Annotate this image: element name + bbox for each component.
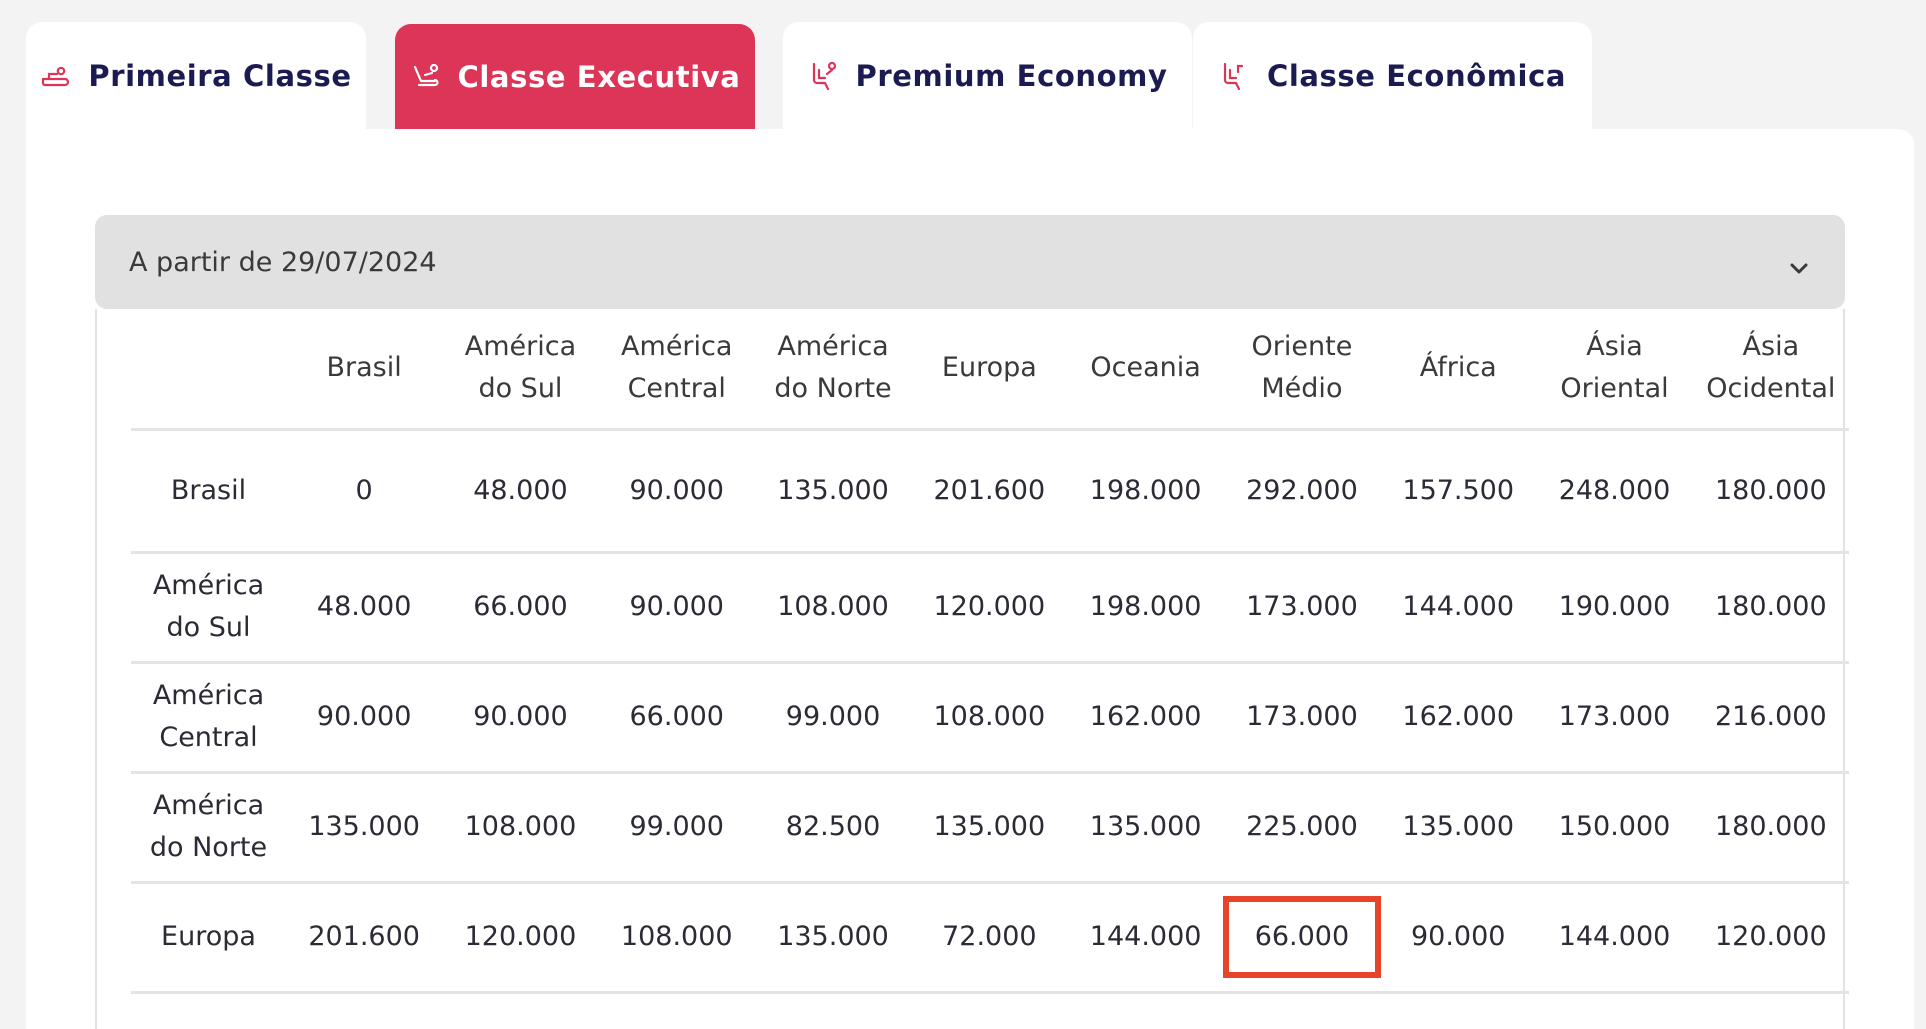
table-cell: 90.000 xyxy=(1380,882,1537,994)
column-header xyxy=(131,309,286,431)
column-header: Ásia Ocidental xyxy=(1692,309,1849,431)
table-cell: 82.500 xyxy=(754,772,912,884)
table-cell: 48.000 xyxy=(286,552,443,664)
table-cell: 173.000 xyxy=(1536,662,1693,774)
table-row: Europa 201.600 120.000 108.000 135.000 7… xyxy=(131,882,1849,994)
recline-seat-icon xyxy=(413,63,439,87)
column-header: América do Norte xyxy=(754,309,912,431)
premium-seat-icon xyxy=(812,61,836,91)
table-cell: 108.000 xyxy=(754,552,912,664)
table-cell: 180.000 xyxy=(1692,429,1849,554)
table-cell: 135.000 xyxy=(754,882,912,994)
column-header: África xyxy=(1380,309,1537,431)
table-cell: 150.000 xyxy=(1536,772,1693,884)
column-header: Ásia Oriental xyxy=(1536,309,1693,431)
table-cell: 90.000 xyxy=(598,429,755,554)
table-cell: 225.000 xyxy=(1223,772,1381,884)
chevron-down-icon[interactable] xyxy=(1787,257,1811,281)
table-cell: 173.000 xyxy=(1223,662,1381,774)
table-cell: 72.000 xyxy=(911,882,1068,994)
table-cell: 90.000 xyxy=(598,552,755,664)
table-cell: 144.000 xyxy=(1067,882,1224,994)
table-cell: 198.000 xyxy=(1067,429,1224,554)
column-header: Brasil xyxy=(286,309,443,431)
column-header: América do Sul xyxy=(442,309,599,431)
table-cell: 66.000 xyxy=(442,552,599,664)
table-cell: 108.000 xyxy=(598,882,755,994)
table-body: Brasil 0 48.000 90.000 135.000 201.600 1… xyxy=(131,429,1849,994)
accordion-label: A partir de 29/07/2024 xyxy=(129,246,437,278)
table-cell: 162.000 xyxy=(1067,662,1224,774)
table-cell: 198.000 xyxy=(1067,552,1224,664)
table-cell: 144.000 xyxy=(1380,552,1537,664)
row-header: Europa xyxy=(131,882,286,994)
table-row: América do Norte 135.000 108.000 99.000 … xyxy=(131,772,1849,884)
tab-label: Classe Executiva xyxy=(457,60,741,94)
table-cell: 144.000 xyxy=(1536,882,1693,994)
table-cell: 99.000 xyxy=(754,662,912,774)
table-cell: 173.000 xyxy=(1223,552,1381,664)
highlight-box: 66.000 xyxy=(1222,896,1382,978)
flat-seat-icon xyxy=(42,66,70,87)
row-header: América do Norte xyxy=(131,772,286,884)
table-cell: 190.000 xyxy=(1536,552,1693,664)
economy-seat-icon xyxy=(1223,62,1244,91)
table-cell: 135.000 xyxy=(754,429,912,554)
table-cell: 108.000 xyxy=(442,772,599,884)
tab-label: Classe Econômica xyxy=(1266,59,1567,93)
column-header: Oceania xyxy=(1067,309,1224,431)
date-accordion-header[interactable]: A partir de 29/07/2024 xyxy=(95,215,1845,309)
row-header: Brasil xyxy=(131,429,286,554)
table-cell: 157.500 xyxy=(1380,429,1537,554)
table-cell: 135.000 xyxy=(1067,772,1224,884)
table-cell: 180.000 xyxy=(1692,772,1849,884)
table-cell: 162.000 xyxy=(1380,662,1537,774)
tab-classe-economica[interactable]: Classe Econômica xyxy=(1193,22,1592,130)
table-header-row: Brasil América do Sul América Central Am… xyxy=(131,309,1849,431)
table-cell: 90.000 xyxy=(286,662,443,774)
tab-label: Primeira Classe xyxy=(88,59,352,93)
table-cell: 216.000 xyxy=(1692,662,1849,774)
tab-primeira-classe[interactable]: Primeira Classe xyxy=(26,22,366,130)
table-cell: 135.000 xyxy=(911,772,1068,884)
column-header: Oriente Médio xyxy=(1223,309,1381,431)
column-header: Europa xyxy=(911,309,1068,431)
column-header: América Central xyxy=(598,309,755,431)
table-cell: 292.000 xyxy=(1223,429,1381,554)
table-cell: 99.000 xyxy=(598,772,755,884)
table-cell: 108.000 xyxy=(911,662,1068,774)
tab-label: Premium Economy xyxy=(855,59,1168,93)
row-header: América Central xyxy=(131,662,286,774)
table-cell: 48.000 xyxy=(442,429,599,554)
table-cell: 201.600 xyxy=(911,429,1068,554)
table-cell-highlighted: 66.000 xyxy=(1222,882,1382,994)
miles-table: Brasil América do Sul América Central Am… xyxy=(131,309,1849,994)
table-cell: 120.000 xyxy=(1692,882,1849,994)
table-cell: 0 xyxy=(286,429,443,554)
tab-premium-economy[interactable]: Premium Economy xyxy=(783,22,1192,130)
table-row: Brasil 0 48.000 90.000 135.000 201.600 1… xyxy=(131,429,1849,554)
table-cell: 248.000 xyxy=(1536,429,1693,554)
tab-classe-executiva[interactable]: Classe Executiva xyxy=(395,24,755,130)
table-cell: 120.000 xyxy=(442,882,599,994)
table-cell: 90.000 xyxy=(442,662,599,774)
table-cell: 135.000 xyxy=(1380,772,1537,884)
table-cell: 135.000 xyxy=(286,772,443,884)
table-cell: 180.000 xyxy=(1692,552,1849,664)
table-cell: 120.000 xyxy=(911,552,1068,664)
miles-table-container: Brasil América do Sul América Central Am… xyxy=(95,309,1849,1029)
row-header: América do Sul xyxy=(131,552,286,664)
table-cell: 66.000 xyxy=(598,662,755,774)
table-row: América Central 90.000 90.000 66.000 99.… xyxy=(131,662,1849,774)
table-row: América do Sul 48.000 66.000 90.000 108.… xyxy=(131,552,1849,664)
table-cell: 201.600 xyxy=(286,882,443,994)
